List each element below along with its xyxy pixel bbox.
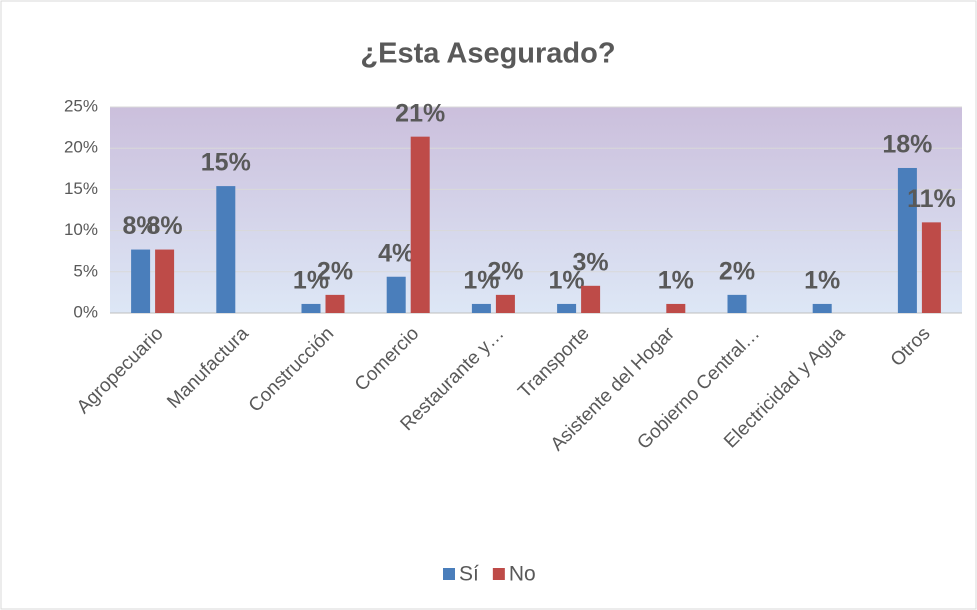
bar <box>471 303 491 313</box>
y-tick-label: 0% <box>73 302 98 321</box>
bar <box>666 303 686 313</box>
bar <box>557 303 577 313</box>
data-label: 1% <box>658 267 694 295</box>
bar <box>216 186 236 313</box>
bar <box>386 276 406 313</box>
data-label: 1% <box>804 267 840 295</box>
bar <box>727 294 747 313</box>
data-label: 8% <box>147 212 183 240</box>
y-tick-label: 10% <box>64 220 98 239</box>
bar <box>897 167 917 313</box>
data-label: 2% <box>719 257 755 285</box>
legend-swatch <box>443 568 455 580</box>
bar <box>131 249 151 313</box>
bar <box>495 294 515 313</box>
data-label: 1% <box>549 267 585 295</box>
bar <box>301 303 321 313</box>
plot-area <box>110 107 962 313</box>
legend-label: Sí <box>459 563 479 586</box>
legend-label: No <box>509 563 536 586</box>
data-label: 11% <box>907 185 956 213</box>
bar <box>410 136 430 313</box>
bar <box>812 303 832 313</box>
data-label: 3% <box>573 248 609 276</box>
data-label: 1% <box>463 267 499 295</box>
bar <box>581 285 601 313</box>
legend-swatch <box>492 568 505 580</box>
y-tick-label: 25% <box>64 96 98 115</box>
y-tick-label: 15% <box>64 179 98 198</box>
data-label: 8% <box>123 212 159 240</box>
y-tick-label: 20% <box>64 138 98 157</box>
data-label: 2% <box>487 257 523 285</box>
chart-title: ¿Esta Asegurado? <box>360 38 615 70</box>
data-label: 2% <box>317 257 353 285</box>
data-label: 18% <box>882 131 932 159</box>
data-label: 4% <box>378 239 414 267</box>
y-tick-label: 5% <box>73 261 98 280</box>
bar <box>921 222 941 313</box>
bar <box>325 294 345 313</box>
data-label: 21% <box>395 99 445 127</box>
data-label: 1% <box>293 267 329 295</box>
bar <box>155 249 175 313</box>
data-label: 15% <box>201 149 251 177</box>
